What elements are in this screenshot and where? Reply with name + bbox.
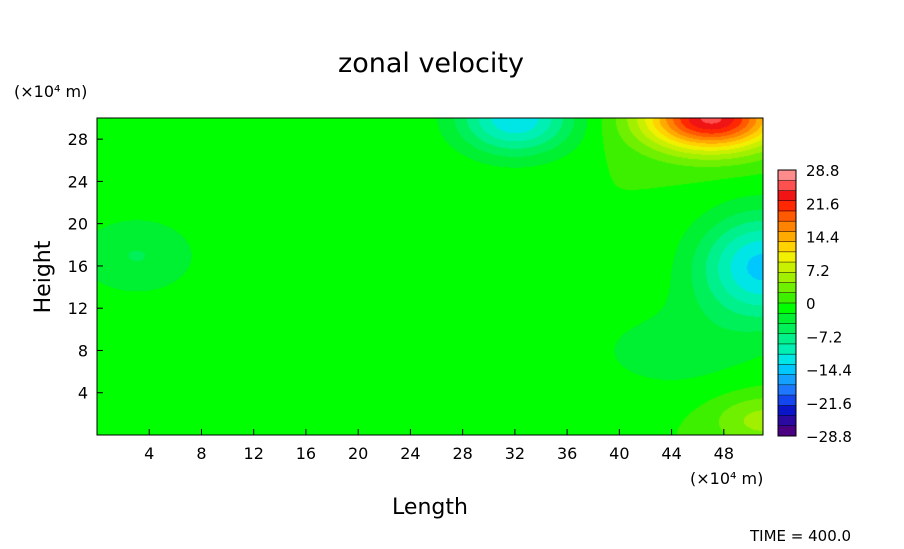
colorbar-swatch [778,231,796,243]
y-tick-label: 24 [68,172,88,191]
y-tick-label: 28 [68,130,88,149]
colorbar-tick-label: −21.6 [806,395,852,413]
colorbar: 28.8 21.6 14.4 7.2 0 −7.2 −14.4 −21.6 −28.8 [777,162,852,446]
x-tick-label: 24 [400,444,420,463]
x-tick-label: 16 [296,444,316,463]
x-tick-label: 44 [661,444,681,463]
x-unit-label: (×10⁴ m) [690,469,763,488]
y-tick-label: 20 [68,215,88,234]
colorbar-swatch [778,374,796,386]
x-tick-label: 20 [348,444,368,463]
colorbar-tick-label: 7.2 [806,262,830,280]
y-axis-label: Height [31,240,56,313]
colorbar-swatch [778,170,796,181]
colorbar-swatch [778,364,796,376]
y-tick-label: 12 [68,299,88,318]
x-tick-label: 36 [557,444,577,463]
colorbar-swatch [778,251,796,263]
colorbar-swatch [778,415,796,427]
colorbar-swatch [778,221,796,232]
colorbar-swatch [778,333,796,345]
colorbar-tick-label: −28.8 [806,428,852,446]
x-tick-label: 28 [452,444,472,463]
plot-frame [96,117,764,436]
colorbar-tick-label: −14.4 [806,362,852,380]
colorbar-swatch [778,282,796,294]
y-tick-label: 4 [78,384,88,403]
colorbar-swatch [778,425,796,437]
y-unit-label: (×10⁴ m) [14,82,87,101]
colorbar-swatch [778,200,796,212]
colorbar-swatch [778,190,796,202]
colorbar-tick-label: −7.2 [806,328,842,346]
colorbar-swatch [778,292,796,304]
colorbar-swatch [778,303,796,314]
heatmap-image [97,118,763,435]
time-label: TIME = 400.0 [749,527,851,544]
x-tick-label: 4 [144,444,154,463]
chart-title: zonal velocity [338,48,524,79]
colorbar-swatch [778,272,796,284]
colorbar-swatch [778,395,796,406]
colorbar-tick-label: 0 [806,295,816,313]
colorbar-swatch [778,210,796,222]
x-tick-label: 12 [244,444,264,463]
colorbar-swatch [778,323,796,335]
x-tick-label: 32 [505,444,525,463]
x-axis-ticks: 4 8 12 16 20 24 28 32 36 40 44 48 [144,429,734,463]
x-tick-label: 40 [609,444,629,463]
colorbar-swatch [778,313,796,324]
x-axis-label: Length [392,495,468,520]
colorbar-tick-label: 14.4 [806,229,839,247]
colorbar-swatch [778,343,796,355]
y-tick-label: 16 [68,257,88,276]
colorbar-swatch [778,241,796,253]
colorbar-swatch [778,354,796,365]
x-tick-label: 48 [714,444,734,463]
colorbar-tick-label: 28.8 [806,162,839,180]
colorbar-swatch [778,262,796,273]
heatmap-field [97,118,763,435]
x-tick-label: 8 [196,444,206,463]
y-axis-ticks: 4 8 12 16 20 24 28 [68,130,103,403]
colorbar-tick-label: 21.6 [806,195,839,213]
colorbar-swatch [778,384,796,396]
colorbar-swatch [778,180,796,191]
y-tick-label: 8 [78,341,88,360]
colorbar-swatch [778,405,796,417]
